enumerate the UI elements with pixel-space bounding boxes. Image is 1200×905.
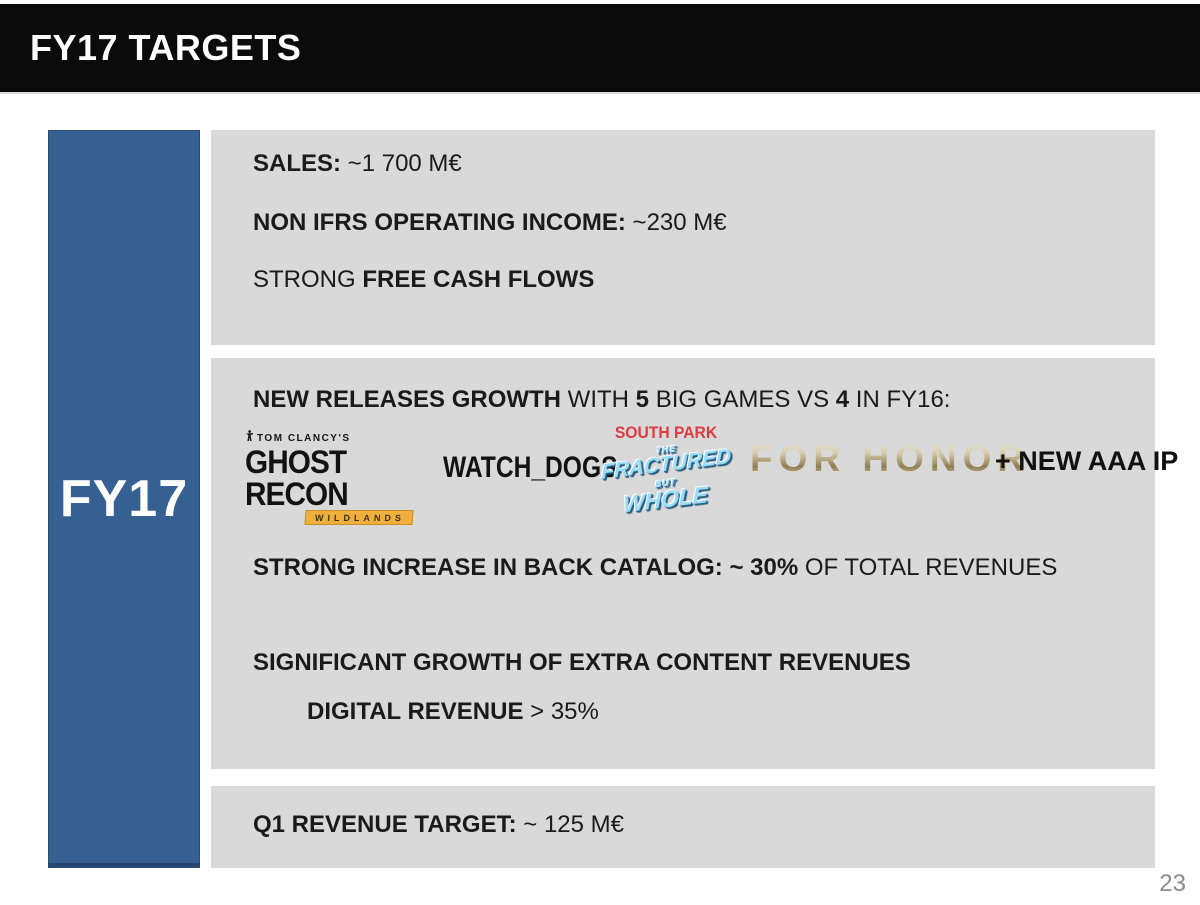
releases-bold-2: 5 bbox=[635, 386, 650, 413]
operating-income-line: NON IFRS OPERATING INCOME: ~230 M€ bbox=[253, 209, 727, 238]
page-title: FY17 TARGETS bbox=[30, 27, 302, 68]
releases-bold-3: 4 bbox=[835, 386, 850, 413]
q1-revenue-value: ~ 125 M€ bbox=[516, 811, 624, 838]
digital-revenue-line: DIGITAL REVENUE > 35% bbox=[307, 698, 599, 727]
digital-revenue-regular: > 35% bbox=[523, 698, 599, 725]
cash-flows-prefix: STRONG bbox=[253, 266, 363, 293]
extra-content-line: SIGNIFICANT GROWTH OF EXTRA CONTENT REVE… bbox=[253, 649, 911, 678]
back-catalog-bold: STRONG INCREASE IN BACK CATALOG: ~ 30% bbox=[253, 554, 799, 581]
sales-label: SALES: bbox=[253, 150, 342, 177]
soldier-icon bbox=[245, 430, 254, 444]
ghost-recon-wildlands-logo: TOM CLANCY'S GHOST RECON WILDLANDS bbox=[245, 430, 445, 525]
sp-whole: WHOLE bbox=[622, 480, 709, 518]
ghost-recon-title: GHOST RECON bbox=[245, 444, 349, 512]
south-park-brand: SOUTH PARK bbox=[614, 423, 718, 442]
new-aaa-ip-label: + NEW AAA IP bbox=[995, 446, 1179, 476]
releases-reg-3: IN FY16: bbox=[849, 386, 951, 413]
back-catalog-line: STRONG INCREASE IN BACK CATALOG: ~ 30% O… bbox=[253, 554, 1057, 583]
growth-box: NEW RELEASES GROWTH WITH 5 BIG GAMES VS … bbox=[211, 358, 1178, 769]
header-bar: FY17 TARGETS bbox=[0, 4, 1200, 94]
q1-revenue-label: Q1 REVENUE TARGET: bbox=[253, 811, 517, 838]
fractured-but-whole-title: THE FRACTURED BUT WHOLE bbox=[595, 433, 737, 518]
back-catalog-regular: OF TOTAL REVENUES bbox=[798, 554, 1058, 581]
extra-content-bold: SIGNIFICANT GROWTH OF EXTRA CONTENT REVE… bbox=[253, 649, 911, 676]
releases-reg-2: BIG GAMES VS bbox=[649, 386, 836, 413]
cash-flows-bold: FREE CASH FLOWS bbox=[362, 266, 595, 293]
financial-targets-box: SALES: ~1 700 M€ NON IFRS OPERATING INCO… bbox=[211, 130, 1155, 345]
sales-value: ~1 700 M€ bbox=[341, 150, 462, 177]
q1-target-box: Q1 REVENUE TARGET: ~ 125 M€ bbox=[211, 786, 1155, 868]
wildlands-banner: WILDLANDS bbox=[304, 510, 414, 525]
south-park-logo: SOUTH PARK THE FRACTURED BUT WHOLE bbox=[595, 423, 737, 517]
watch-dogs-logo: WATCH_DOGS bbox=[443, 451, 618, 484]
sales-line: SALES: ~1 700 M€ bbox=[253, 150, 462, 179]
operating-income-value: ~230 M€ bbox=[625, 209, 727, 236]
fy17-side-panel: FY17 bbox=[48, 130, 200, 868]
operating-income-label: NON IFRS OPERATING INCOME: bbox=[253, 209, 626, 236]
q1-revenue-line: Q1 REVENUE TARGET: ~ 125 M€ bbox=[253, 811, 624, 840]
tom-clancys-text: TOM CLANCY'S bbox=[257, 433, 351, 444]
page-number: 23 bbox=[1159, 870, 1186, 897]
for-honor-logo: FOR HONOR bbox=[750, 438, 1031, 479]
fy17-label: FY17 bbox=[59, 470, 189, 528]
releases-bold-1: NEW RELEASES GROWTH bbox=[253, 386, 562, 413]
digital-revenue-bold: DIGITAL REVENUE bbox=[307, 698, 524, 725]
tom-clancys-brand: TOM CLANCY'S bbox=[245, 430, 445, 444]
releases-reg-1: WITH bbox=[561, 386, 636, 413]
cash-flows-line: STRONG FREE CASH FLOWS bbox=[253, 266, 594, 295]
new-releases-line: NEW RELEASES GROWTH WITH 5 BIG GAMES VS … bbox=[253, 386, 950, 415]
